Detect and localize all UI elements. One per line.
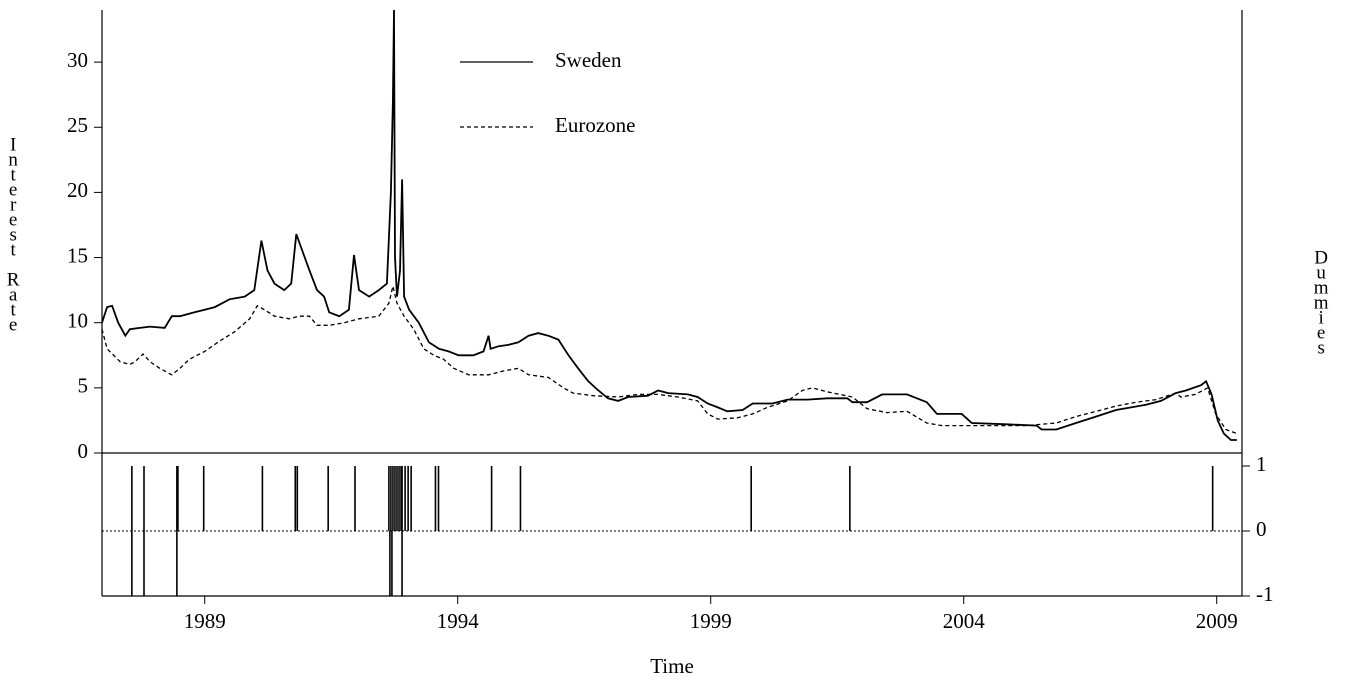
y-axis-label: Interest Rate <box>3 135 24 331</box>
y2-tick-label: -1 <box>1256 582 1274 606</box>
y2-axis-label: Dummies <box>1311 248 1332 354</box>
y-tick-label: 0 <box>78 439 89 463</box>
plot-area <box>102 10 1238 441</box>
x-axis-label: Time <box>650 654 694 678</box>
series-line <box>102 10 1237 441</box>
y-tick-label: 15 <box>67 243 88 267</box>
y-tick-label: 25 <box>67 113 88 137</box>
y-tick-label: 20 <box>67 178 88 202</box>
series-line <box>102 286 1238 435</box>
legend-label: Sweden <box>555 48 622 72</box>
y-tick-label: 5 <box>78 374 89 398</box>
x-tick-label: 1989 <box>184 609 226 633</box>
y2-tick-label: 0 <box>1256 517 1267 541</box>
x-tick-label: 2009 <box>1196 609 1238 633</box>
y2-tick-label: 1 <box>1256 452 1267 476</box>
x-tick-label: 2004 <box>943 609 986 633</box>
y-tick-label: 10 <box>67 309 88 333</box>
x-tick-label: 1999 <box>690 609 732 633</box>
y-tick-label: 30 <box>67 48 88 72</box>
legend-label: Eurozone <box>555 113 635 137</box>
x-tick-label: 1994 <box>437 609 480 633</box>
